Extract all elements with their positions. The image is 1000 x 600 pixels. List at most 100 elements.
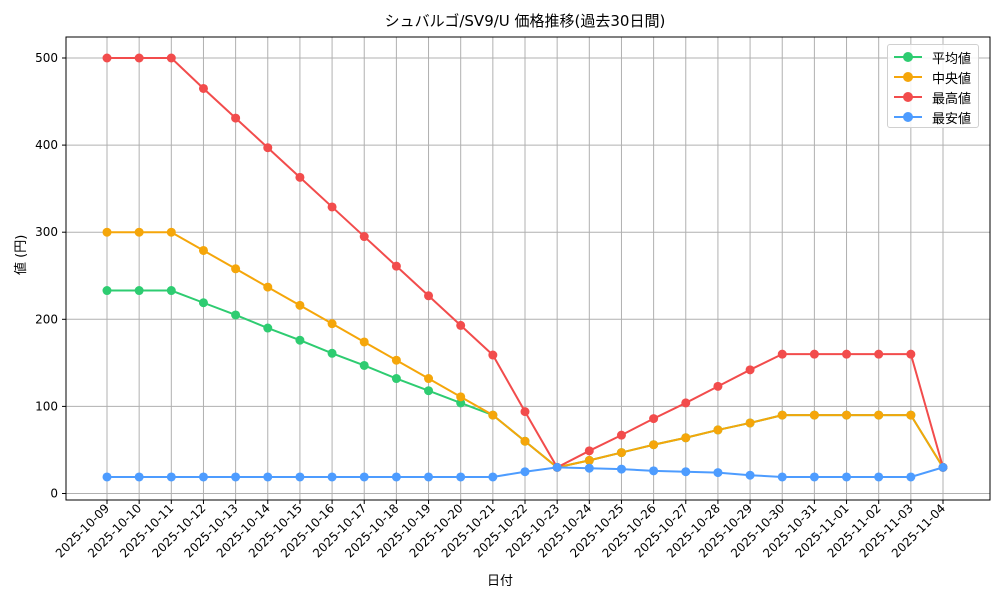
y-tick-label: 100: [35, 399, 58, 413]
data-point: [231, 310, 241, 320]
data-point: [681, 433, 691, 443]
data-point: [552, 462, 562, 472]
data-point: [809, 472, 819, 482]
legend-marker-icon: [894, 52, 922, 62]
data-point: [842, 410, 852, 420]
data-point: [745, 365, 755, 375]
data-point: [584, 463, 594, 473]
data-point: [809, 410, 819, 420]
data-point: [520, 467, 530, 477]
data-point: [102, 227, 112, 237]
data-point: [198, 83, 208, 93]
y-tick-label: 500: [35, 51, 58, 65]
data-point: [327, 202, 337, 212]
data-point: [906, 349, 916, 359]
data-point: [391, 472, 401, 482]
y-tick-label: 300: [35, 225, 58, 239]
data-point: [874, 349, 884, 359]
data-point: [809, 349, 819, 359]
data-series: [102, 53, 948, 482]
legend-item-median: 中央値: [894, 67, 971, 87]
series-line: [102, 53, 948, 472]
y-axis-ticks: 0 100 200 300 400 500: [35, 51, 66, 501]
data-point: [295, 300, 305, 310]
data-point: [616, 430, 626, 440]
data-point: [263, 143, 273, 153]
data-point: [327, 319, 337, 329]
data-point: [488, 350, 498, 360]
data-point: [649, 414, 659, 424]
data-point: [166, 286, 176, 296]
data-point: [359, 472, 369, 482]
grid-lines: [66, 37, 990, 500]
data-point: [198, 298, 208, 308]
data-point: [745, 418, 755, 428]
data-point: [134, 227, 144, 237]
legend: 平均値 中央値 最高値 最安値: [887, 44, 979, 128]
data-point: [777, 472, 787, 482]
data-point: [295, 172, 305, 182]
data-point: [938, 462, 948, 472]
data-point: [713, 425, 723, 435]
legend-item-average: 平均値: [894, 47, 971, 67]
data-point: [327, 348, 337, 358]
chart-title: シュバルゴ/SV9/U 価格推移(過去30日間): [384, 12, 666, 30]
data-point: [359, 337, 369, 347]
data-point: [166, 53, 176, 63]
data-point: [263, 323, 273, 333]
data-point: [359, 232, 369, 242]
x-axis-label: 日付: [486, 574, 514, 589]
legend-label: 最高値: [932, 91, 972, 107]
data-point: [649, 466, 659, 476]
y-tick-label: 0: [50, 487, 58, 501]
legend-marker-icon: [894, 92, 922, 102]
data-point: [263, 472, 273, 482]
data-point: [456, 472, 466, 482]
data-point: [102, 286, 112, 296]
data-point: [842, 472, 852, 482]
data-point: [424, 386, 434, 396]
data-point: [616, 464, 626, 474]
data-point: [198, 245, 208, 255]
data-point: [874, 472, 884, 482]
legend-label: 最安値: [932, 111, 972, 127]
legend-label: 中央値: [932, 71, 972, 87]
data-point: [391, 374, 401, 384]
data-point: [198, 472, 208, 482]
data-point: [456, 392, 466, 402]
data-point: [134, 53, 144, 63]
data-point: [134, 286, 144, 296]
data-point: [906, 472, 916, 482]
data-point: [713, 381, 723, 391]
legend-label: 平均値: [932, 51, 972, 67]
data-point: [231, 472, 241, 482]
data-point: [681, 398, 691, 408]
data-point: [713, 468, 723, 478]
data-point: [584, 446, 594, 456]
data-point: [391, 261, 401, 271]
data-point: [295, 335, 305, 345]
data-point: [456, 320, 466, 330]
data-point: [359, 360, 369, 370]
data-point: [681, 467, 691, 477]
data-point: [424, 291, 434, 301]
data-point: [874, 410, 884, 420]
data-point: [584, 455, 594, 465]
y-tick-label: 400: [35, 138, 58, 152]
data-point: [520, 407, 530, 417]
legend-marker-icon: [894, 112, 922, 122]
data-point: [842, 349, 852, 359]
y-axis-label: 値 (円): [14, 234, 29, 275]
data-point: [488, 410, 498, 420]
data-point: [424, 472, 434, 482]
data-point: [745, 470, 755, 480]
data-point: [777, 410, 787, 420]
data-point: [231, 264, 241, 274]
plot-frame: [65, 36, 991, 501]
data-point: [906, 410, 916, 420]
data-point: [488, 472, 498, 482]
data-point: [263, 282, 273, 292]
data-point: [102, 472, 112, 482]
data-point: [777, 349, 787, 359]
data-point: [327, 472, 337, 482]
